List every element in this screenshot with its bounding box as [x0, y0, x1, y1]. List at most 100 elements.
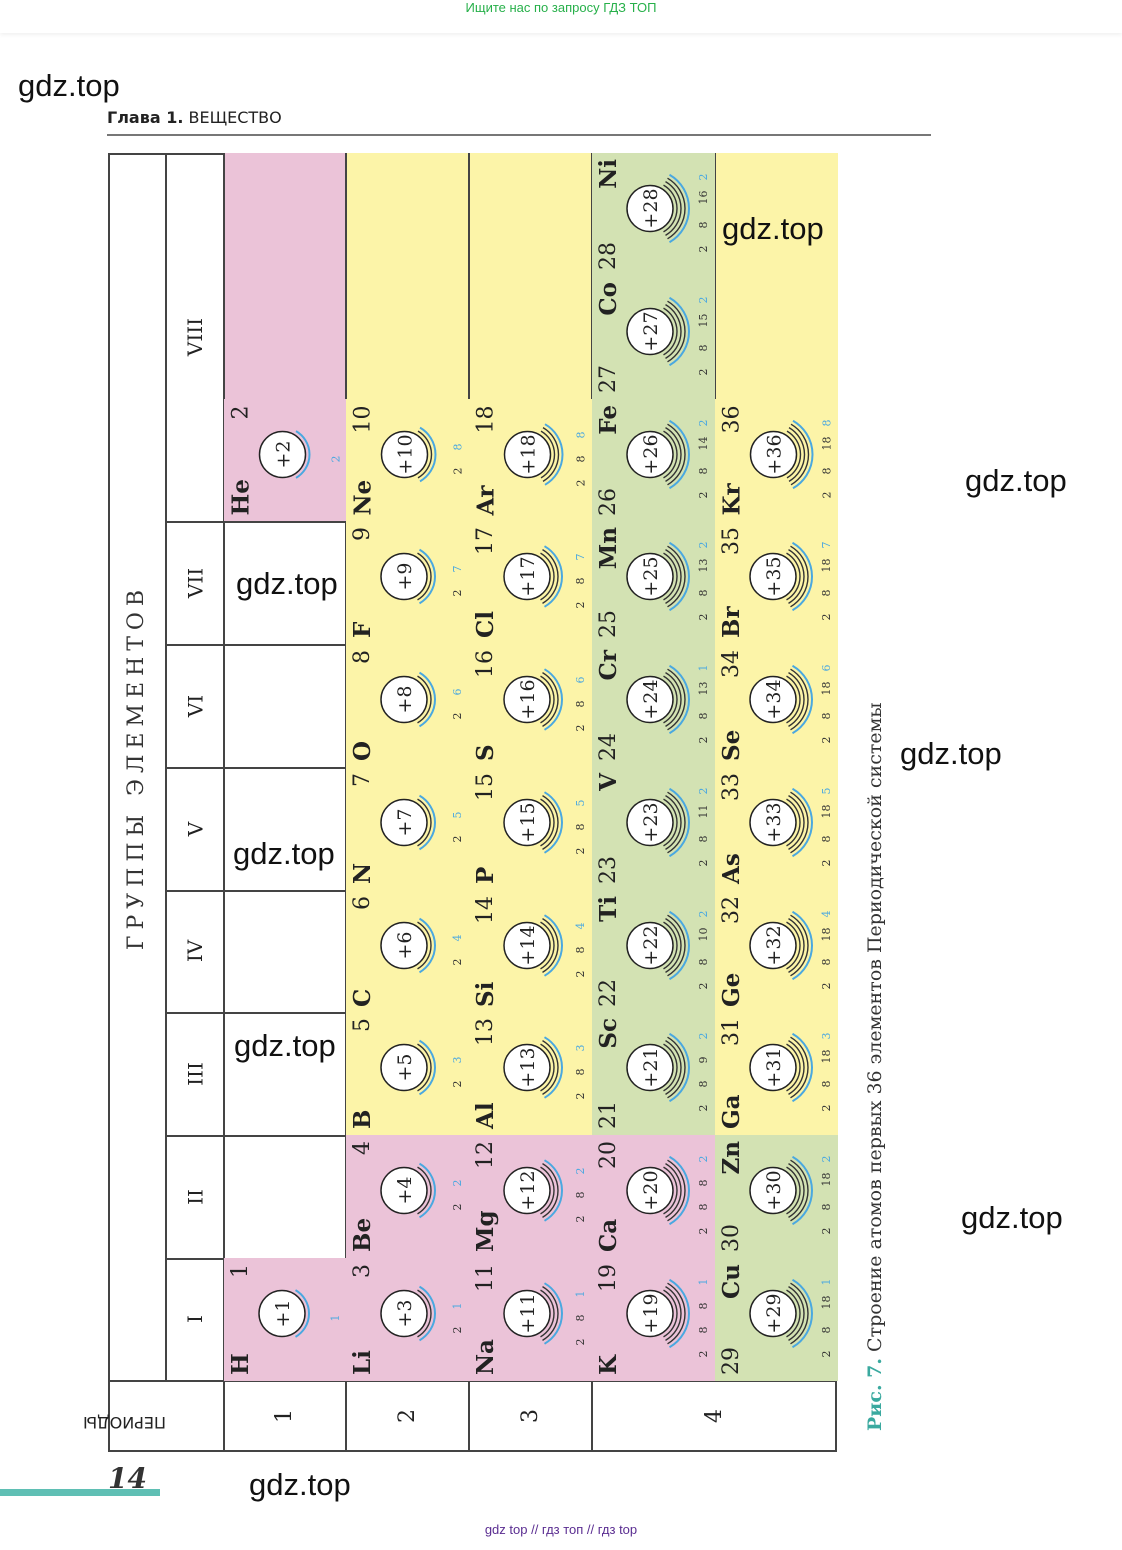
shell-electron-count: 2 — [697, 419, 710, 427]
nucleus — [380, 921, 428, 970]
caption-text: Строение атомов первых 36 элементов Пери… — [864, 702, 886, 1352]
element-cell-na[interactable]: Na 11 +11 2 8 1 — [469, 1258, 592, 1381]
electron-shell — [418, 1039, 436, 1096]
element-cell-he[interactable]: He 2 +2 2 — [224, 399, 347, 521]
shell-electron-count: 2 — [697, 245, 710, 253]
element-cell-sc[interactable]: Sc 21 +21 2 8 9 2 — [592, 1012, 715, 1135]
search-banner[interactable]: Ищите нас по запросу ГДЗ ТОП — [0, 0, 1122, 33]
electron-shell — [543, 1159, 563, 1222]
shell-electron-count: 14 — [697, 436, 710, 451]
element-frame: Cl 17 +17 2 8 7 — [469, 521, 592, 644]
element-cell-f[interactable]: F 9 +9 2 7 — [346, 521, 469, 644]
shell-electron-count: 8 — [574, 946, 587, 954]
element-cell-c[interactable]: C 6 +6 2 4 — [346, 890, 469, 1013]
nuclear-charge: +23 — [640, 802, 662, 842]
nuclear-charge: +19 — [640, 1293, 662, 1333]
shell-electron-count: 4 — [451, 934, 464, 942]
element-cell-ge[interactable]: Ge 32 +32 2 8 18 4 — [715, 890, 838, 1013]
element-cell-h[interactable]: H 1 +1 1 — [224, 1258, 347, 1381]
element-cell-b[interactable]: B 5 +5 2 3 — [346, 1012, 469, 1135]
shell-electron-count: 8 — [697, 467, 710, 475]
element-cell-ar[interactable]: Ar 18 +18 2 8 8 — [469, 399, 592, 521]
atom-diagram: +2 — [258, 429, 310, 479]
element-cell-co[interactable]: Co 27 +27 2 8 15 2 — [592, 276, 715, 399]
element-cell-br[interactable]: Br 35 +35 2 8 18 7 — [715, 521, 838, 644]
element-cell-cr[interactable]: Cr 24 +24 2 8 13 1 — [592, 644, 715, 767]
shell-electron-count: 2 — [697, 1350, 710, 1358]
element-cell-mn[interactable]: Mn 25 +25 2 8 13 2 — [592, 521, 715, 644]
shell-electron-count: 2 — [451, 712, 464, 720]
element-cell-v[interactable]: V 23 +23 2 8 11 2 — [592, 767, 715, 890]
element-cell-s[interactable]: S 16 +16 2 8 6 — [469, 644, 592, 767]
element-cell-ne[interactable]: Ne 10 +10 2 8 — [346, 399, 469, 521]
element-cell-mg[interactable]: Mg 12 +12 2 8 2 — [469, 1135, 592, 1258]
element-cell-zn[interactable]: Zn 30 +30 2 8 18 2 — [715, 1135, 838, 1258]
shell-electron-count: 8 — [574, 431, 587, 438]
nuclear-charge: +28 — [640, 188, 662, 228]
chapter-header: Глава 1. ВЕЩЕСТВО — [107, 108, 282, 127]
electron-shell — [667, 545, 686, 608]
atom-diagram: +3 — [380, 1285, 436, 1342]
shell-electron-count: 8 — [697, 1302, 710, 1310]
element-cell-be[interactable]: Be 4 +4 2 2 — [346, 1135, 469, 1258]
figure-label: Рис. 7. — [864, 1357, 886, 1431]
shell-electron-count: 16 — [697, 190, 710, 205]
electron-shell — [788, 549, 805, 604]
electron-shell — [418, 917, 436, 974]
element-cell-ni[interactable]: Ni 28 +28 2 8 16 2 — [592, 153, 715, 276]
element-cell-fe[interactable]: Fe 26 +26 2 8 14 2 — [592, 399, 715, 522]
electron-shell — [665, 1040, 682, 1095]
element-cell-o[interactable]: O 8 +8 2 6 — [346, 644, 469, 767]
electron-shell — [663, 675, 678, 724]
element-frame: F 9 +9 2 7 — [346, 521, 469, 644]
footer-links[interactable]: gdz top // гдз топ // гдз top — [484, 1522, 638, 1537]
shell-electron-count: 8 — [697, 1080, 710, 1088]
electron-shell — [543, 1036, 563, 1099]
electron-shell — [663, 307, 678, 356]
group-number: I — [183, 1315, 207, 1323]
shell-electron-count: 2 — [697, 1155, 710, 1163]
nucleus — [626, 307, 674, 356]
atom-diagram: +25 — [626, 541, 690, 612]
atom-diagram: +24 — [626, 664, 690, 735]
element-cell-n[interactable]: N 7 +7 2 5 — [346, 767, 469, 890]
element-cell-ti[interactable]: Ti 22 +22 2 8 10 2 — [592, 890, 715, 1013]
atom-diagram: +22 — [626, 910, 690, 981]
group-number: VIII — [183, 317, 207, 357]
element-cell-ca[interactable]: Ca 20 +20 2 8 8 2 — [592, 1135, 715, 1258]
shell-electron-count: 2 — [574, 970, 587, 978]
nuclear-charge: +11 — [517, 1293, 539, 1333]
watermark: gdz.top — [234, 1028, 336, 1063]
group-number: V — [183, 821, 207, 836]
element-cell-kr[interactable]: Kr 36 +36 2 8 18 8 — [715, 399, 838, 521]
element-cell-se[interactable]: Se 34 +34 2 8 18 6 — [715, 644, 838, 767]
element-cell-p[interactable]: P 15 +15 2 8 5 — [469, 767, 592, 890]
element-cell-ga[interactable]: Ga 31 +31 2 8 18 3 — [715, 1012, 838, 1135]
element-frame: As 33 +33 2 8 18 5 — [715, 767, 838, 890]
element-cell-k[interactable]: K 19 +19 2 8 8 1 — [592, 1258, 715, 1381]
element-cell-si[interactable]: Si 14 +14 2 8 4 — [469, 890, 592, 1013]
shell-electron-count: 2 — [451, 589, 464, 597]
electron-shell — [786, 798, 801, 847]
shell-electron-count: 6 — [451, 688, 464, 696]
element-frame: Al 13 +13 2 8 3 — [469, 1012, 592, 1135]
nucleus — [380, 675, 428, 724]
nuclear-charge: +10 — [394, 434, 416, 474]
shell-electron-count: 2 — [697, 982, 710, 990]
electron-shell — [791, 1032, 813, 1103]
element-cell-al[interactable]: Al 13 +13 2 8 3 — [469, 1012, 592, 1135]
element-cell-cl[interactable]: Cl 17 +17 2 8 7 — [469, 521, 592, 644]
atom-diagram: +5 — [380, 1039, 436, 1096]
electron-shell — [786, 552, 801, 601]
shell-electron-count: 8 — [574, 455, 587, 462]
electron-shell — [668, 296, 690, 367]
electron-shell — [417, 1166, 432, 1215]
shell-electron-count: 2 — [697, 173, 710, 181]
element-cell-li[interactable]: Li 3 +3 2 1 — [346, 1258, 469, 1381]
shell-electron-count: 2 — [697, 1104, 710, 1112]
element-cell-cu[interactable]: Cu 29 +29 2 8 18 1 — [715, 1258, 838, 1381]
atom-diagram: +26 — [626, 419, 690, 490]
nuclear-charge: +1 — [272, 1299, 294, 1327]
atom-diagram: +4 — [380, 1162, 436, 1219]
element-cell-as[interactable]: As 33 +33 2 8 18 5 — [715, 767, 838, 890]
